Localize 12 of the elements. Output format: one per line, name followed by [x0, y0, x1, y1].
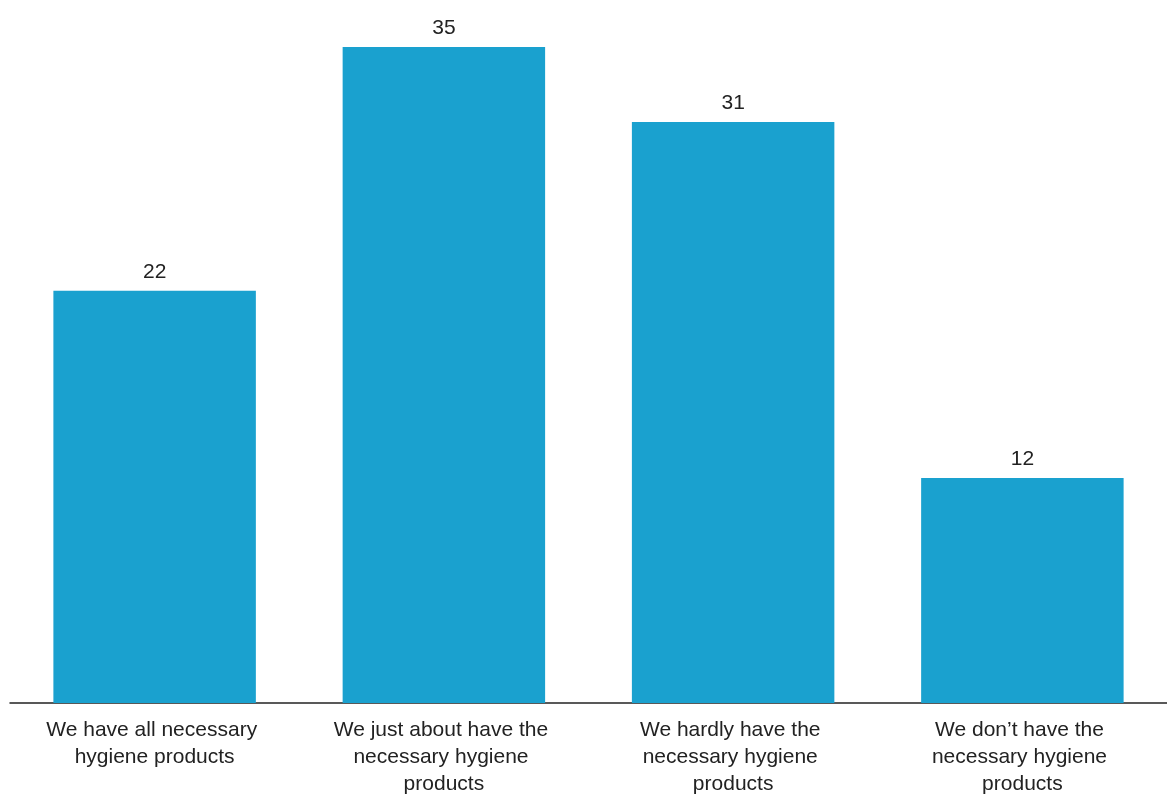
x-tick-label: We just about have the necessary hygiene products [333, 717, 555, 794]
bar [53, 290, 256, 703]
bar [631, 121, 835, 703]
data-label: 35 [432, 15, 456, 38]
bar [921, 478, 1124, 703]
data-label: 12 [1010, 446, 1035, 470]
data-label: 22 [142, 258, 167, 282]
x-tick-label: We don’t have the necessary hygiene products [931, 717, 1113, 794]
x-tick-label: We hardly have the necessary hygiene products [639, 717, 827, 794]
x-tick-label: We have all necessary hygiene products [46, 717, 263, 767]
bar [342, 47, 546, 703]
data-label: 31 [721, 89, 745, 113]
